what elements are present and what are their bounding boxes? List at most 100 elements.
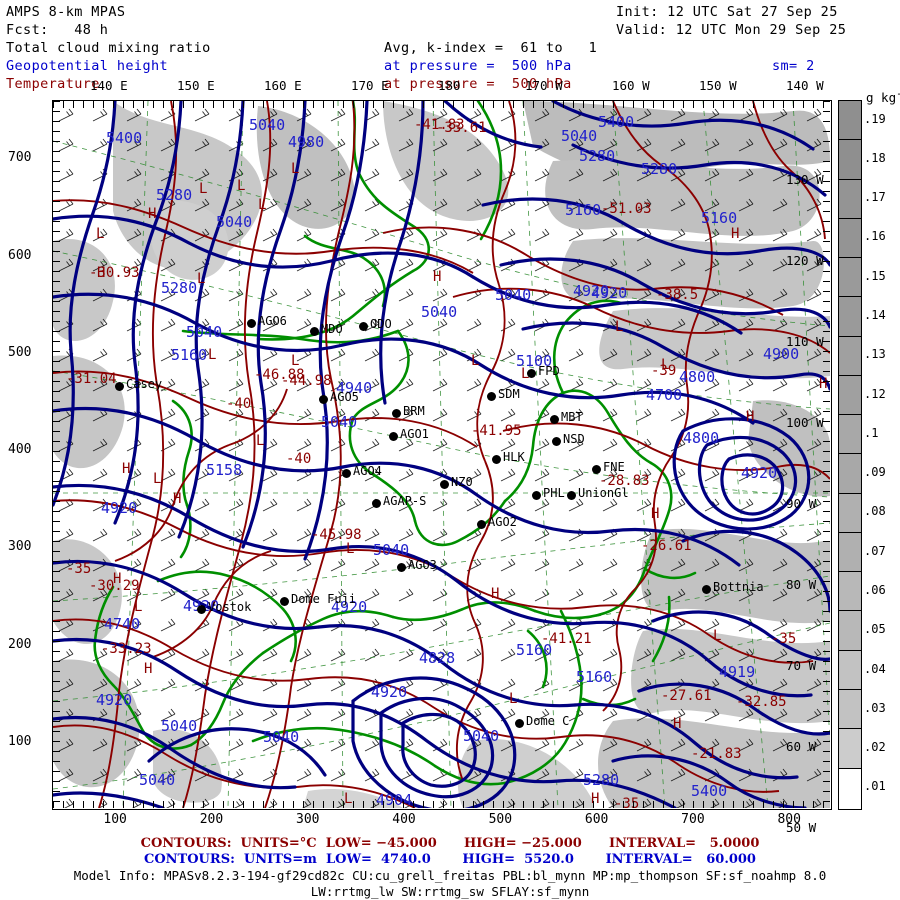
axis-tick xyxy=(823,611,830,612)
axis-tick xyxy=(433,101,434,108)
colorbar[interactable] xyxy=(838,100,862,810)
axis-tick xyxy=(123,801,124,808)
axis-tick xyxy=(353,101,354,108)
axis-tick xyxy=(823,571,830,572)
axis-tick xyxy=(123,101,124,108)
axis-tick xyxy=(323,101,324,108)
axis-tick xyxy=(823,241,830,242)
axis-tick xyxy=(613,101,614,108)
axis-tick xyxy=(823,351,830,352)
axis-tick xyxy=(53,601,60,602)
axis-tick xyxy=(53,371,60,372)
axis-tick xyxy=(73,101,74,108)
axis-tick xyxy=(333,101,334,108)
axis-tick xyxy=(143,101,144,108)
axis-tick xyxy=(83,101,84,108)
axis-tick xyxy=(53,711,60,712)
axis-tick xyxy=(153,101,154,108)
axis-tick xyxy=(53,101,60,102)
axis-tick xyxy=(53,131,60,132)
latitude-tick-label: 90 W xyxy=(786,496,817,511)
axis-tick xyxy=(663,801,664,808)
axis-tick xyxy=(53,241,60,242)
colorbar-value-label: .1 xyxy=(864,425,879,440)
axis-tick xyxy=(823,401,830,402)
axis-tick xyxy=(603,101,604,108)
colorbar-value-label: .01 xyxy=(864,779,886,794)
colorbar-cell xyxy=(839,532,861,573)
axis-tick xyxy=(53,261,60,262)
axis-tick xyxy=(743,801,744,808)
axis-tick xyxy=(53,391,60,392)
axis-tick xyxy=(353,801,354,808)
axis-tick xyxy=(53,211,60,212)
colorbar-value-label: .06 xyxy=(864,582,886,597)
latitude-tick-label: 130 W xyxy=(786,172,824,187)
axis-tick xyxy=(823,161,830,162)
axis-tick xyxy=(763,801,764,808)
axis-tick xyxy=(823,651,830,652)
axis-tick xyxy=(823,601,830,602)
longitude-tick-label: 150 E xyxy=(177,78,215,93)
axis-tick xyxy=(823,561,830,562)
axis-tick xyxy=(483,101,484,108)
axis-tick xyxy=(823,741,830,742)
axis-tick xyxy=(623,801,624,808)
axis-tick xyxy=(673,801,674,808)
axis-tick xyxy=(193,101,194,108)
longitude-tick-label: 180 xyxy=(438,78,461,93)
colorbar-value-label: .17 xyxy=(864,190,886,205)
axis-tick xyxy=(53,731,60,732)
axis-tick xyxy=(753,101,754,108)
colorbar-value-label: .16 xyxy=(864,229,886,244)
axis-tick xyxy=(633,101,634,108)
axis-tick xyxy=(823,751,830,752)
axis-tick xyxy=(53,451,60,452)
axis-tick xyxy=(53,641,60,642)
axis-tick xyxy=(423,801,424,808)
axis-tick xyxy=(813,101,814,108)
axis-tick xyxy=(413,801,414,808)
colorbar-value-label: .08 xyxy=(864,504,886,519)
axis-tick xyxy=(823,261,830,262)
y-tick-label: 400 xyxy=(8,442,32,458)
axis-tick xyxy=(823,551,830,552)
axis-tick xyxy=(113,801,114,808)
axis-tick xyxy=(523,101,524,108)
y-tick-label: 500 xyxy=(8,344,32,360)
axis-tick xyxy=(53,411,60,412)
axis-tick xyxy=(273,801,274,808)
axis-tick xyxy=(823,221,830,222)
axis-tick xyxy=(283,101,284,108)
axis-tick xyxy=(103,101,104,108)
axis-tick xyxy=(503,101,504,108)
axis-tick xyxy=(823,591,830,592)
longitude-tick-label: 160 W xyxy=(612,78,650,93)
x-tick-label: 100 xyxy=(103,812,127,827)
axis-tick xyxy=(653,801,654,808)
axis-tick xyxy=(323,801,324,808)
axis-tick xyxy=(53,311,60,312)
axis-tick xyxy=(803,101,804,108)
axis-tick xyxy=(463,801,464,808)
colorbar-value-label: .05 xyxy=(864,622,886,637)
colorbar-value-label: .15 xyxy=(864,268,886,283)
axis-tick xyxy=(823,121,830,122)
axis-tick xyxy=(783,101,784,108)
y-tick-label: 100 xyxy=(8,733,32,749)
axis-tick xyxy=(53,191,60,192)
map-plot-area[interactable]: 5400 5280 5040 4980 5040 5280 5160 5040 5040 4940… xyxy=(52,100,832,810)
x-tick-label: 800 xyxy=(777,812,801,827)
axis-tick xyxy=(823,171,830,172)
axis-tick xyxy=(823,141,830,142)
axis-tick xyxy=(763,101,764,108)
axis-tick xyxy=(643,101,644,108)
x-tick-label: 300 xyxy=(296,812,320,827)
axis-tick xyxy=(823,341,830,342)
colorbar-cell xyxy=(839,258,861,298)
axis-tick xyxy=(203,801,204,808)
axis-tick xyxy=(823,291,830,292)
colorbar-cell xyxy=(839,297,861,337)
axis-tick xyxy=(53,551,60,552)
axis-tick xyxy=(493,101,494,108)
